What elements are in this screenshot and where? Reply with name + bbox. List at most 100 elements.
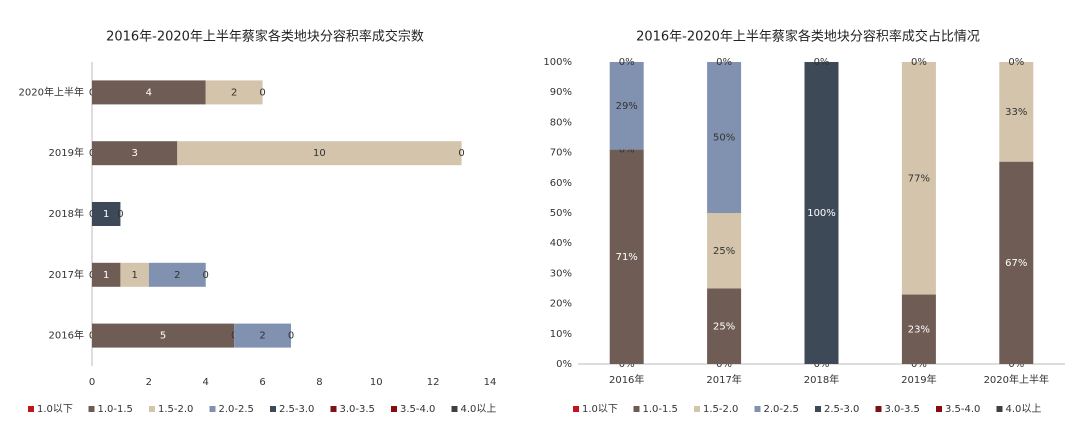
- bar-segment: [92, 80, 206, 105]
- y-tick-label: 80%: [550, 117, 572, 128]
- x-tick-label: 8: [316, 377, 322, 388]
- y-tick-label: 2020年上半年: [19, 85, 84, 98]
- data-label: 5: [160, 331, 166, 342]
- chart-title: 2016年-2020年上半年蔡家各类地块分容积率成交占比情况: [636, 29, 980, 45]
- y-tick-label: 2017年: [49, 268, 84, 281]
- bar-segment: [707, 288, 742, 364]
- legend-label: 3.5-4.0: [400, 404, 435, 415]
- x-tick-label: 0: [89, 377, 95, 388]
- x-tick-label: 12: [427, 377, 440, 388]
- x-tick-label: 2020年上半年: [984, 373, 1049, 386]
- bar-segment: [707, 62, 742, 213]
- data-label: 0: [203, 270, 209, 281]
- legend-swatch: [209, 406, 216, 412]
- data-label: 67%: [1005, 258, 1027, 269]
- data-label: 0%: [716, 57, 732, 68]
- bar-segment: [707, 213, 742, 289]
- x-tick-label: 14: [484, 377, 497, 388]
- data-label: 25%: [713, 321, 735, 332]
- legend-label: 1.5-2.0: [158, 404, 193, 415]
- data-label: 10: [313, 148, 326, 159]
- legend-swatch: [815, 406, 821, 412]
- y-tick-label: 0%: [556, 359, 572, 370]
- data-label: 2: [259, 331, 265, 342]
- data-label: 3: [131, 148, 137, 159]
- legend-swatch: [633, 406, 640, 412]
- data-label: 0%: [716, 359, 732, 370]
- legend-label: 2.5-3.0: [824, 404, 859, 415]
- legend-label: 1.0-1.5: [643, 404, 678, 415]
- y-tick-label: 70%: [550, 148, 572, 159]
- y-tick-label: 2018年: [49, 207, 84, 220]
- data-label: 0%: [619, 145, 635, 156]
- legend-swatch: [88, 406, 95, 412]
- data-label: 77%: [908, 173, 930, 184]
- data-label: 100%: [807, 208, 836, 219]
- legend-label: 2.0-2.5: [764, 404, 799, 415]
- bar-segment: [120, 262, 149, 287]
- legend-label: 1.0以下: [37, 404, 73, 415]
- data-label: 0%: [619, 57, 635, 68]
- bar-segment: [999, 161, 1034, 364]
- data-label: 50%: [713, 133, 735, 144]
- data-label: 2: [174, 270, 180, 281]
- bar-segment: [177, 141, 462, 166]
- x-tick-label: 6: [259, 377, 265, 388]
- bar-segment: [804, 62, 839, 364]
- bar-segment: [999, 62, 1034, 162]
- data-label: 23%: [908, 324, 930, 335]
- legend-label: 2.0-2.5: [219, 404, 254, 415]
- data-label: 29%: [616, 101, 638, 112]
- x-tick-label: 10: [370, 377, 383, 388]
- data-label: 0: [288, 331, 294, 342]
- y-tick-label: 90%: [550, 87, 572, 98]
- x-tick-label: 2017年: [706, 373, 741, 386]
- data-label: 2: [231, 87, 237, 98]
- legend-label: 3.0-3.5: [340, 404, 375, 415]
- y-tick-label: 100%: [543, 57, 572, 68]
- chart-title: 2016年-2020年上半年蔡家各类地块分容积率成交宗数: [106, 29, 424, 45]
- x-tick-label: 2016年: [609, 373, 644, 386]
- data-label: 33%: [1005, 107, 1027, 118]
- data-label: 1: [103, 270, 109, 281]
- legend-swatch: [451, 406, 458, 412]
- bar-segment: [92, 323, 235, 348]
- legend-swatch: [875, 406, 882, 412]
- legend-swatch: [936, 406, 942, 412]
- bar-segment: [92, 262, 121, 287]
- bar-segment: [901, 62, 936, 295]
- data-label: 0: [117, 209, 123, 220]
- legend-swatch: [28, 406, 34, 412]
- y-tick-label: 20%: [550, 299, 572, 310]
- bar-segment: [205, 80, 263, 105]
- data-label: 0%: [814, 57, 830, 68]
- bar-segment: [234, 323, 291, 348]
- bar-segment: [92, 141, 178, 166]
- legend-label: 1.5-2.0: [703, 404, 738, 415]
- y-tick-label: 50%: [550, 208, 572, 219]
- data-label: 1: [103, 209, 109, 220]
- legend-swatch: [149, 406, 155, 412]
- bar-segment: [901, 294, 936, 364]
- legend-label: 4.0以上: [461, 403, 497, 415]
- bar-segment: [148, 262, 206, 287]
- legend-label: 2.5-3.0: [279, 404, 314, 415]
- x-tick-label: 2: [146, 377, 152, 388]
- legend-swatch: [330, 406, 337, 412]
- y-tick-label: 2016年: [49, 329, 84, 342]
- legend-swatch: [754, 406, 761, 412]
- legend-swatch: [573, 406, 579, 412]
- x-tick-label: 4: [203, 377, 209, 388]
- data-label: 0%: [911, 359, 927, 370]
- data-label: 0: [259, 87, 265, 98]
- data-label: 4: [146, 87, 152, 98]
- legend-label: 1.0-1.5: [98, 404, 133, 415]
- data-label: 0%: [814, 359, 830, 370]
- y-tick-label: 30%: [550, 268, 572, 279]
- y-tick-label: 40%: [550, 238, 572, 249]
- y-tick-label: 60%: [550, 178, 572, 189]
- legend-swatch: [996, 406, 1003, 412]
- bar-segment: [609, 62, 644, 150]
- x-tick-label: 2018年: [804, 373, 839, 386]
